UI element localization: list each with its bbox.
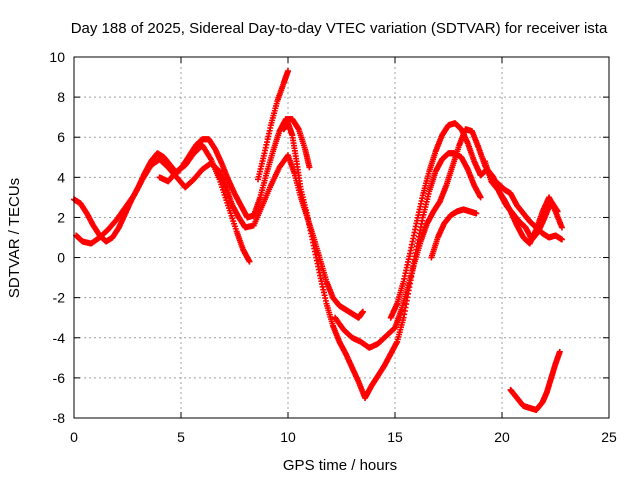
- x-tick-label: 20: [494, 429, 510, 445]
- ticks-layer: 0 5 10 15 20 25 -8 -6 -4 -2 0 2 4 6 8 10: [49, 49, 617, 445]
- series-track-8: [428, 206, 480, 261]
- plot-border: [73, 56, 610, 419]
- data-point: [246, 258, 253, 265]
- series-track-3: [156, 142, 253, 265]
- y-tick-label: 10: [49, 49, 65, 65]
- data-point: [558, 224, 565, 231]
- grid-layer: [74, 57, 609, 418]
- series-track-10: [507, 348, 563, 413]
- data-point: [359, 308, 366, 315]
- series-track-9: [481, 158, 565, 247]
- x-axis-title: GPS time / hours: [283, 457, 397, 474]
- x-tick-label: 15: [387, 429, 403, 445]
- y-tick-label: -8: [53, 410, 66, 426]
- y-tick-label: 2: [57, 209, 65, 225]
- data-point: [558, 236, 565, 243]
- x-tick-label: 0: [70, 429, 78, 445]
- data-point: [556, 348, 563, 355]
- y-tick-label: 6: [57, 129, 65, 145]
- y-tick-label: 4: [57, 169, 65, 185]
- x-tick-label: 25: [601, 429, 617, 445]
- x-tick-label: 10: [280, 429, 296, 445]
- data-point: [477, 194, 484, 201]
- data-point: [306, 164, 313, 171]
- data-marks: [71, 68, 565, 413]
- data-point: [285, 68, 291, 75]
- x-tick-label: 5: [177, 429, 185, 445]
- y-axis-title: SDTVAR / TECUs: [6, 178, 23, 298]
- y-tick-label: 0: [57, 250, 65, 266]
- chart-title: Day 188 of 2025, Sidereal Day-to-day VTE…: [71, 20, 608, 37]
- y-tick-label: -4: [53, 330, 66, 346]
- data-point: [473, 210, 480, 217]
- series-track-4: [255, 68, 291, 183]
- y-tick-label: -2: [53, 290, 66, 306]
- y-tick-label: -6: [53, 370, 66, 386]
- y-tick-label: 8: [57, 89, 65, 105]
